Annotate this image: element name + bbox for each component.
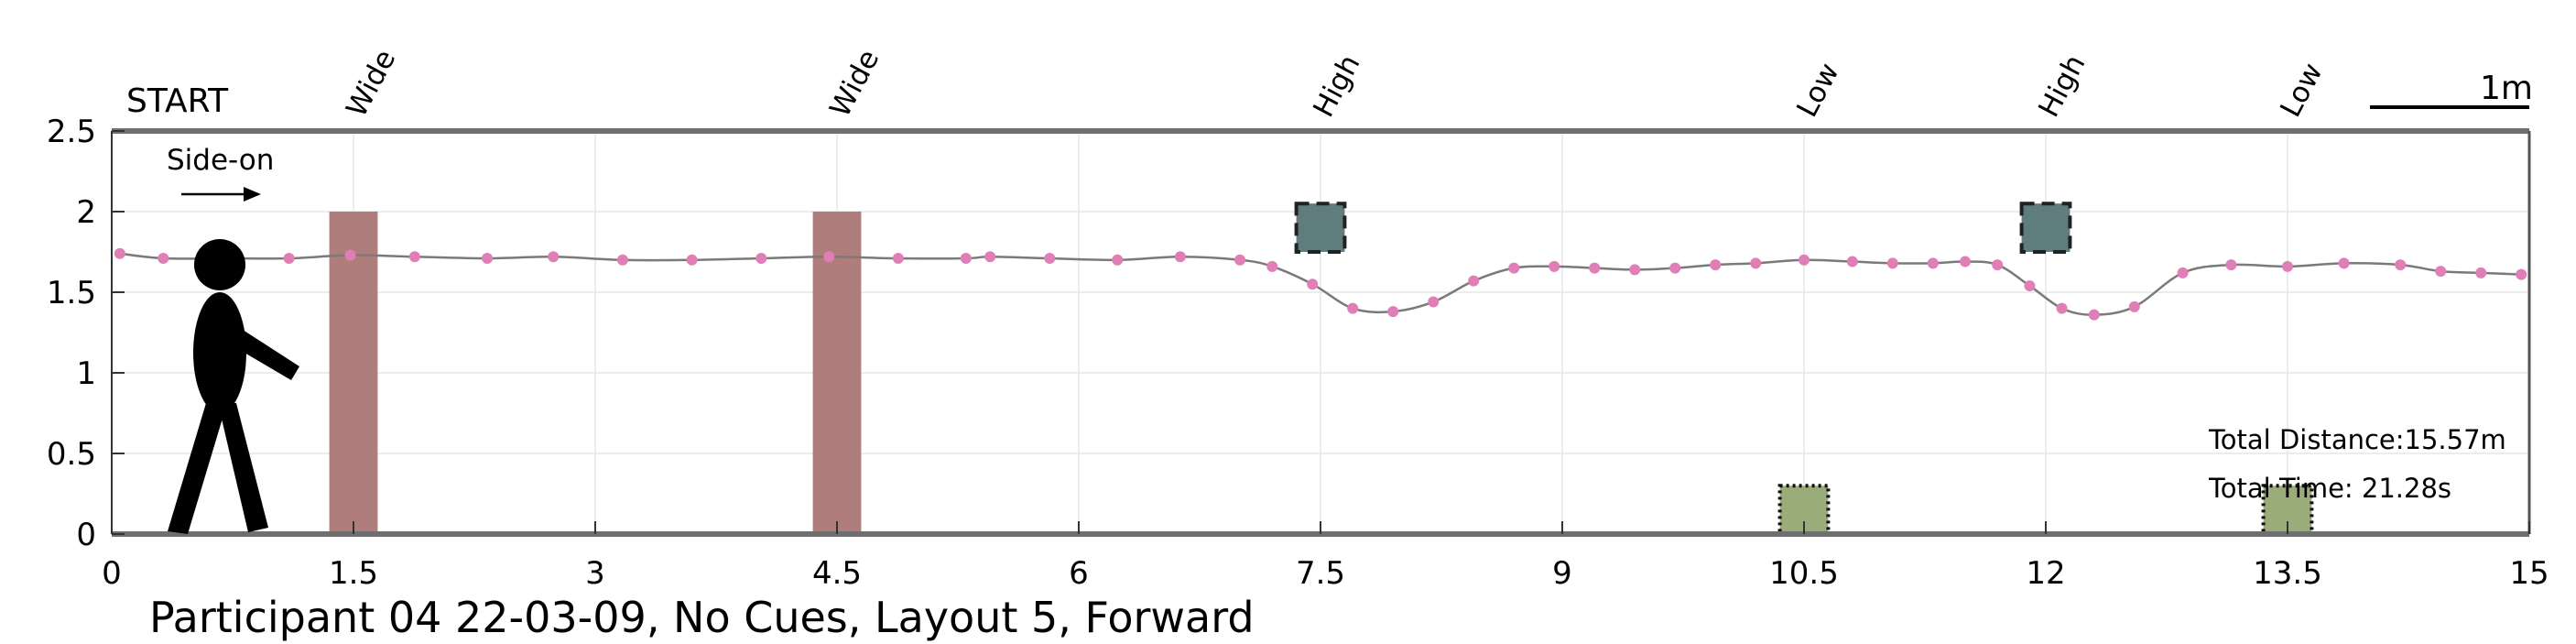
trajectory-point (2338, 257, 2350, 269)
x-tick-label: 12 (2026, 555, 2065, 592)
trajectory-point (1799, 254, 1810, 266)
trajectory-point (1387, 306, 1399, 318)
figure-head (194, 239, 245, 290)
trajectory-point (2024, 279, 2036, 291)
trajectory-point (283, 253, 295, 265)
trajectory-point (2225, 259, 2237, 271)
axes (111, 128, 2531, 537)
x-tick-label: 10.5 (1769, 555, 1839, 592)
obstacle-label: Wide (823, 45, 886, 123)
trajectory-point (1669, 262, 1681, 274)
trajectory-point (2395, 259, 2407, 271)
trajectory-point (1992, 259, 2004, 271)
obstacle-high (1294, 202, 1347, 254)
obstacle-labels: Wide Wide High Low High Low (340, 45, 2329, 123)
trajectory-point (1307, 278, 1319, 290)
x-tick-label: 9 (1552, 555, 1572, 592)
obstacle-wide (329, 212, 378, 534)
walking-figure (168, 239, 299, 534)
trajectory-point (1266, 260, 1278, 272)
x-tick-label: 15 (2509, 555, 2549, 592)
trajectory-point (1234, 254, 1245, 266)
trajectory-point (1112, 254, 1124, 266)
trajectory-point (755, 253, 767, 265)
y-tick-label: 0.5 (47, 436, 96, 473)
obstacle-label: High (2032, 49, 2092, 123)
trajectory-point (892, 253, 904, 265)
total-time: Total Time: 21.28s (2208, 473, 2451, 504)
trajectory-point (1710, 259, 1722, 271)
trajectory-series (114, 247, 2527, 321)
trajectory-point (1750, 257, 1762, 269)
trajectory-point (482, 253, 494, 265)
obstacle-high (2019, 202, 2072, 254)
trajectory-point (686, 254, 698, 266)
trajectory-point (2516, 268, 2527, 280)
trajectory-point (158, 253, 169, 265)
total-distance: Total Distance:15.57m (2208, 424, 2506, 455)
trajectory-point (408, 251, 420, 263)
trajectory-point (1428, 296, 1440, 308)
start-label: START (126, 82, 229, 120)
figure-leg-front (218, 403, 268, 532)
x-tick-label: 0 (102, 555, 122, 592)
x-tick-label: 13.5 (2253, 555, 2322, 592)
direction-label: Side-on (167, 144, 274, 177)
trajectory-point (1629, 264, 1641, 276)
trajectory-point (616, 254, 628, 266)
trajectory-point (1846, 256, 1858, 267)
figure-arm (234, 328, 299, 380)
x-tick-label: 7.5 (1296, 555, 1345, 592)
trajectory-point (2177, 267, 2189, 278)
trajectory-point (548, 251, 560, 263)
trajectory-point (1960, 256, 1971, 267)
trajectory-point (2435, 266, 2447, 278)
obstacles (329, 202, 2314, 537)
obstacle-wide (812, 212, 862, 534)
tick-labels: 0 1.5 3 4.5 6 7.5 9 10.5 12 13.5 15 0 0.5 1 1.5 2 2.5 (47, 114, 2549, 592)
trajectory-point (1508, 262, 1520, 274)
grid (111, 130, 2530, 535)
trajectory-point (1589, 262, 1601, 274)
x-tick-label: 1.5 (329, 555, 378, 592)
obstacle-label: High (1307, 49, 1366, 123)
trajectory-point (823, 251, 835, 263)
trajectory-point (1927, 257, 1939, 269)
trajectory-point (984, 251, 996, 263)
trajectory-line (119, 252, 2522, 316)
obstacle-label: Wide (340, 45, 402, 123)
y-tick-label: 2 (76, 194, 96, 231)
trajectory-point (2475, 267, 2487, 278)
trajectory-point (344, 249, 356, 261)
trajectory-point (1468, 275, 1480, 287)
obstacle-label: Low (1790, 58, 1845, 123)
x-tick-label: 3 (585, 555, 605, 592)
trajectory-point (960, 253, 972, 265)
trajectory-point (2128, 300, 2140, 312)
direction-arrow (181, 187, 261, 202)
trajectory-point (1347, 302, 1359, 314)
trajectory-point (2088, 309, 2100, 321)
trajectory-point (1174, 251, 1186, 263)
y-tick-label: 1.5 (47, 275, 96, 311)
x-tick-label: 6 (1069, 555, 1089, 592)
scale-bar-label: 1m (2480, 70, 2533, 107)
figure-body (193, 292, 246, 413)
trajectory-point (1886, 257, 1898, 269)
trajectory-point (1044, 253, 1056, 265)
y-tick-label: 2.5 (47, 114, 96, 150)
obstacle-label: Low (2274, 58, 2329, 123)
trajectory-point (2056, 302, 2068, 314)
trajectory-point (2282, 260, 2293, 272)
y-tick-label: 0 (76, 517, 96, 553)
figure-leg-back (168, 403, 227, 534)
chart-caption: Participant 04 22-03-09, No Cues, Layout… (149, 593, 1255, 642)
y-tick-label: 1 (76, 355, 96, 392)
trajectory-point (1549, 260, 1560, 272)
trajectory-point (114, 247, 125, 259)
x-tick-label: 4.5 (812, 555, 862, 592)
